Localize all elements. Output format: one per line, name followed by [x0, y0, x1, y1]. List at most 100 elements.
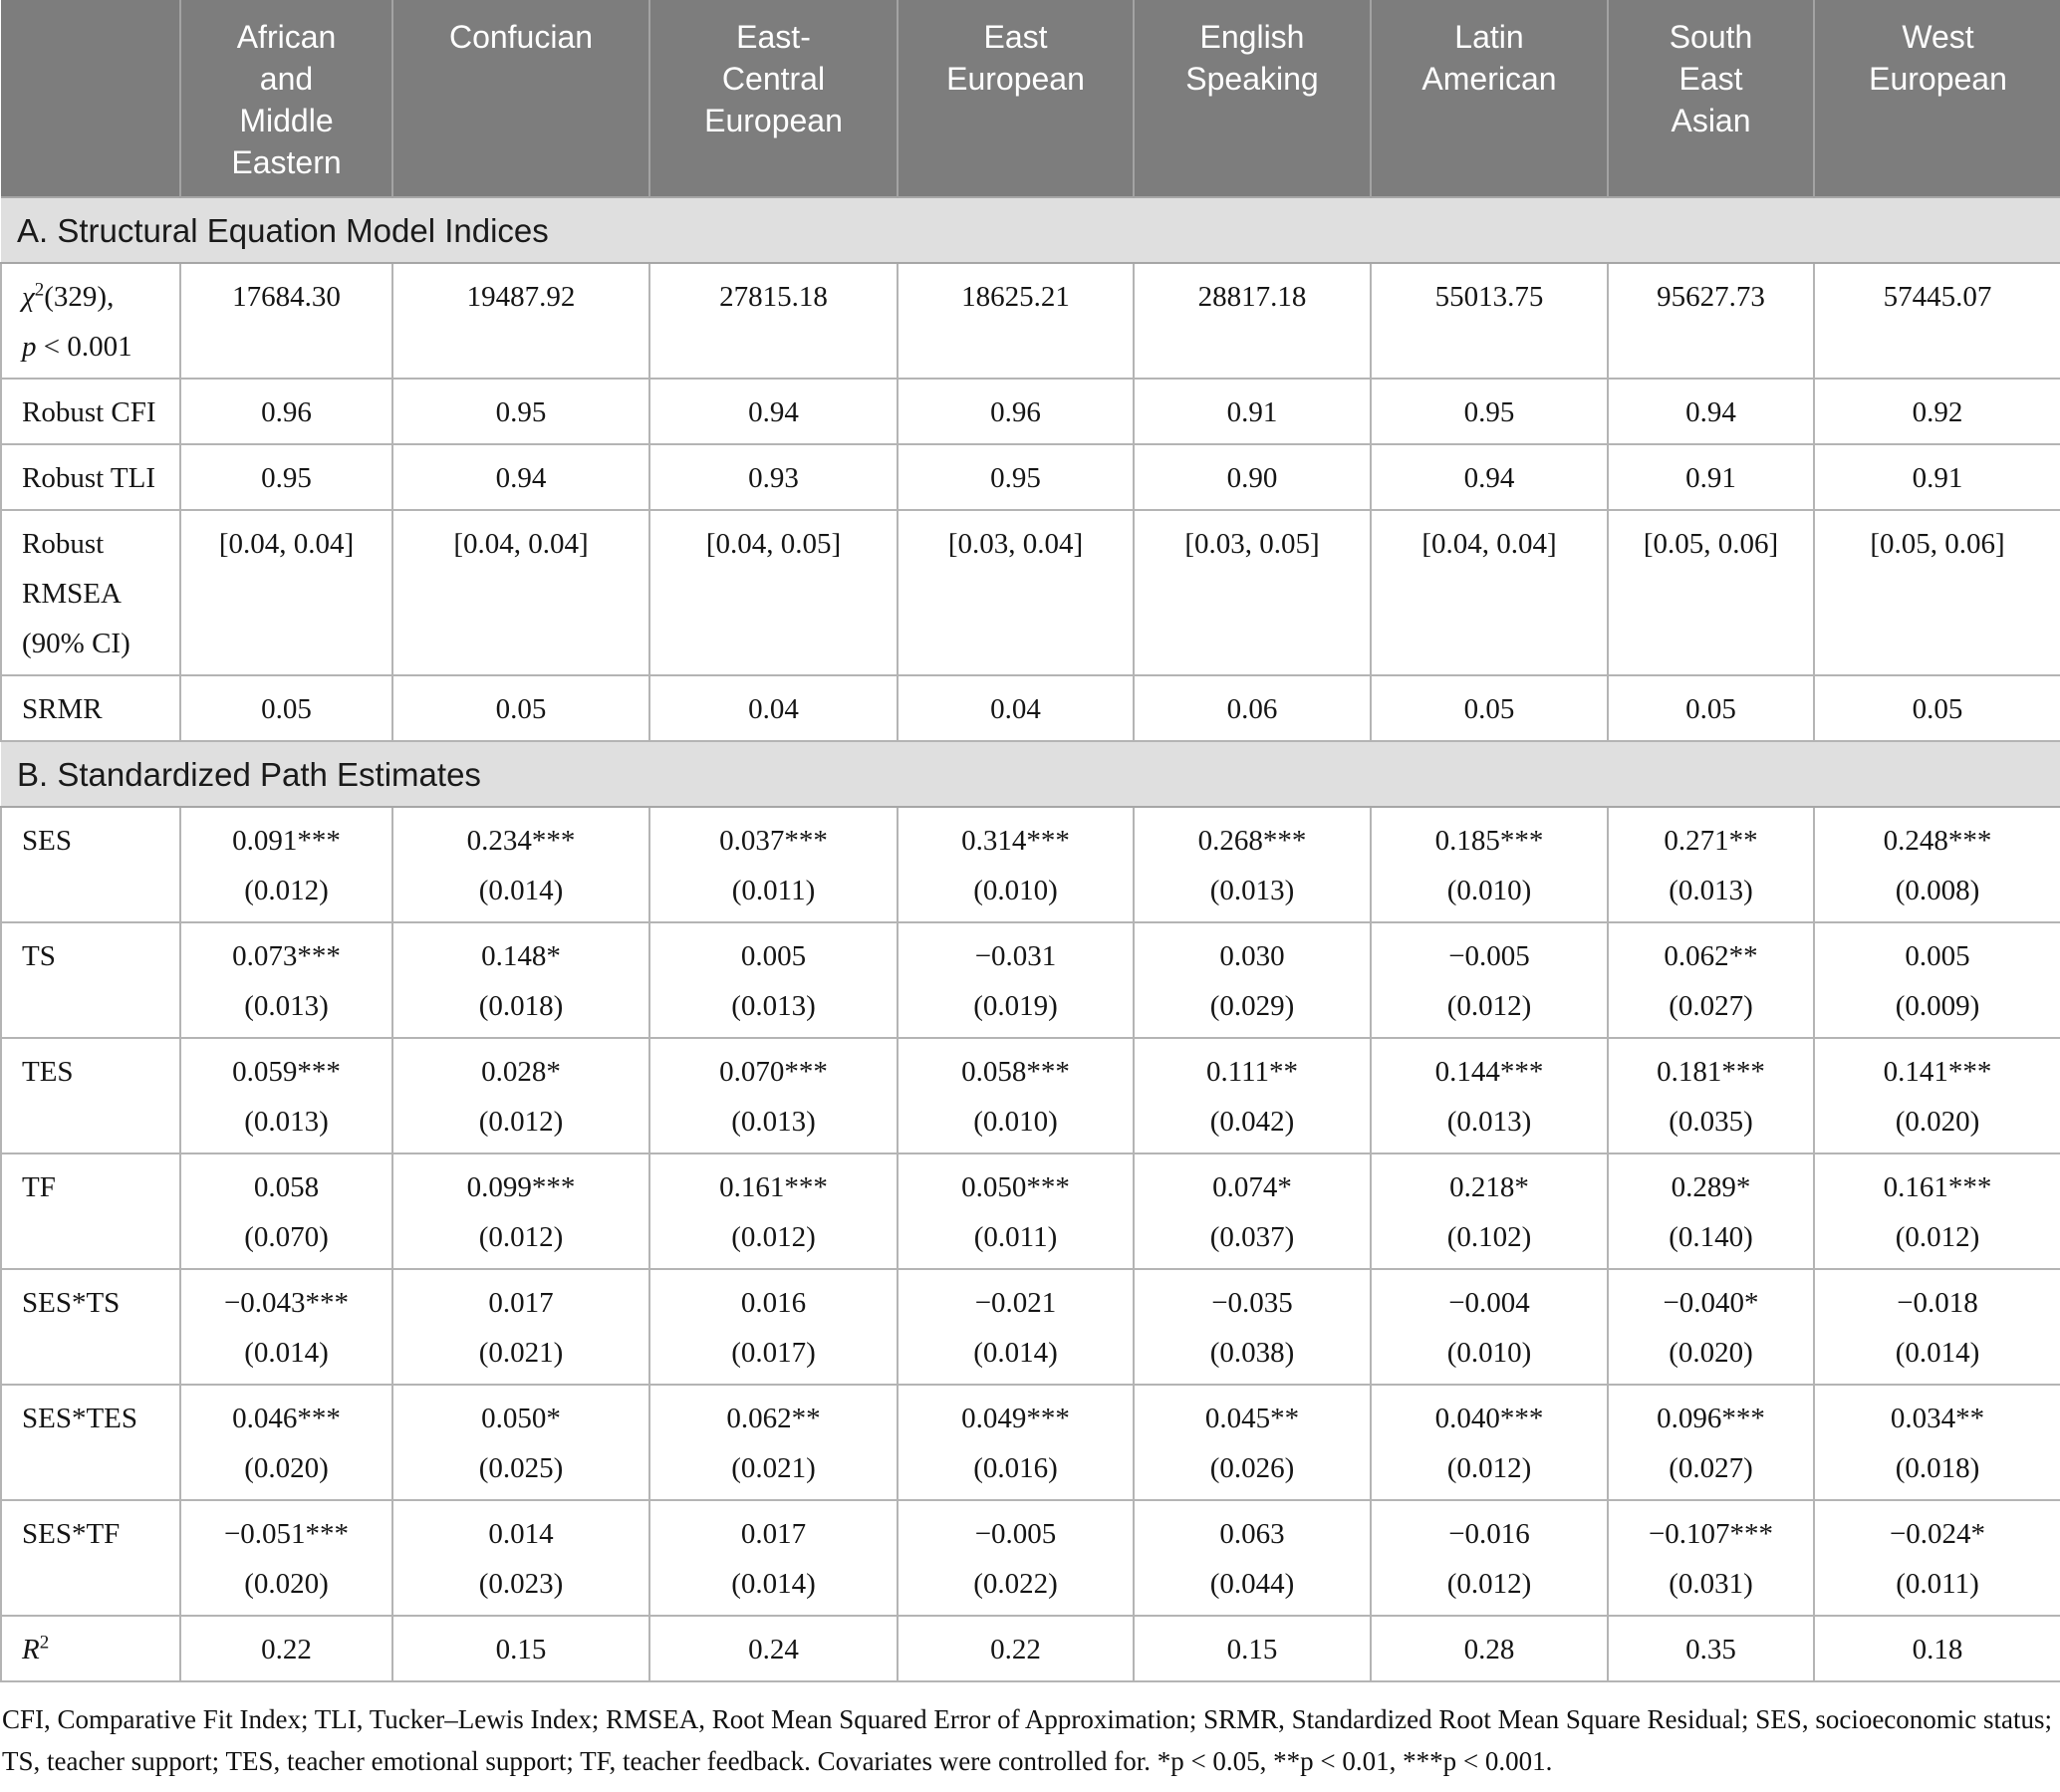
- standard-error: (0.020): [1895, 1106, 1980, 1138]
- data-cell: 19487.92: [391, 262, 650, 380]
- data-cell: 0.05: [391, 674, 650, 742]
- estimate-value: 0.005: [1905, 940, 1970, 972]
- data-cell: 0.148* (0.018): [391, 921, 650, 1039]
- estimate-value: −0.031: [974, 940, 1057, 972]
- standard-error: (0.013): [1209, 875, 1295, 906]
- estimate-value: 0.049***: [961, 1403, 1070, 1434]
- standard-error: (0.031): [1669, 1568, 1753, 1600]
- data-cell: 0.24: [648, 1615, 899, 1682]
- standard-error: (0.140): [1669, 1221, 1753, 1253]
- table-footnote: CFI, Comparative Fit Index; TLI, Tucker–…: [2, 1704, 2053, 1776]
- estimate-value: 0.017: [740, 1518, 807, 1550]
- data-cell: 0.063 (0.044): [1133, 1499, 1372, 1617]
- column-header-east-european: East European: [897, 0, 1134, 197]
- data-cell: [0.04, 0.04]: [1370, 509, 1609, 676]
- estimate-value: −0.040*: [1663, 1287, 1759, 1319]
- standard-error: (0.013): [1446, 1106, 1532, 1138]
- estimate-value: [0.05, 0.06]: [1870, 528, 2005, 560]
- standard-error: (0.102): [1446, 1221, 1532, 1253]
- data-cell: −0.005 (0.022): [897, 1499, 1135, 1617]
- data-cell: 0.049*** (0.016): [897, 1384, 1135, 1501]
- estimate-value: 0.046***: [232, 1403, 341, 1434]
- data-cell: 0.15: [391, 1615, 650, 1682]
- data-cell: 0.017 (0.014): [648, 1499, 899, 1617]
- section-row: A. Structural Equation Model Indices: [1, 196, 2060, 264]
- label-segment: 2: [39, 1632, 50, 1654]
- data-cell: 0.05: [1813, 674, 2060, 742]
- row-label-line: SES*TS: [22, 1278, 173, 1328]
- column-header-line: South: [1669, 19, 1753, 55]
- label-segment: (329),: [44, 281, 115, 313]
- estimate-value: 0.22: [990, 1634, 1041, 1665]
- estimate-value: 0.05: [495, 693, 547, 725]
- estimate-value: 0.91: [1685, 462, 1736, 494]
- data-cell: −0.035 (0.038): [1133, 1268, 1372, 1386]
- estimate-value: [0.04, 0.04]: [1421, 528, 1557, 560]
- estimate-value: 0.289*: [1671, 1171, 1751, 1203]
- data-cell: [0.03, 0.05]: [1133, 509, 1372, 676]
- data-cell: 0.096*** (0.027): [1607, 1384, 1815, 1501]
- standard-error: (0.020): [244, 1568, 329, 1600]
- data-cell: 0.074* (0.037): [1133, 1152, 1372, 1270]
- label-segment: 2: [34, 279, 45, 301]
- data-cell: 0.95: [179, 443, 393, 511]
- estimate-value: 0.18: [1912, 1634, 1963, 1665]
- label-segment: RMSEA: [22, 578, 122, 610]
- data-cell: 0.96: [179, 378, 393, 445]
- estimate-value: −0.107***: [1648, 1518, 1774, 1550]
- standard-error: (0.010): [973, 875, 1058, 906]
- standard-error: (0.020): [244, 1452, 329, 1484]
- estimate-value: 57445.07: [1883, 281, 1992, 313]
- standard-error: (0.012): [1446, 1452, 1532, 1484]
- estimate-value: −0.018: [1897, 1287, 1978, 1319]
- standard-error: (0.019): [973, 990, 1058, 1022]
- estimate-value: 0.034**: [1890, 1403, 1985, 1434]
- estimate-value: 0.030: [1219, 940, 1285, 972]
- estimate-value: 0.94: [748, 396, 799, 428]
- row-label-tf: TF: [0, 1152, 181, 1270]
- estimate-value: 27815.18: [719, 281, 828, 313]
- data-cell: 0.017 (0.021): [391, 1268, 650, 1386]
- data-cell: −0.004 (0.010): [1370, 1268, 1609, 1386]
- estimate-value: [0.04, 0.04]: [453, 528, 589, 560]
- data-cell: −0.016 (0.012): [1370, 1499, 1609, 1617]
- estimate-value: 0.04: [748, 693, 799, 725]
- estimate-value: 0.248***: [1883, 825, 1992, 857]
- data-cell: 0.248*** (0.008): [1813, 806, 2060, 923]
- data-cell: 0.070*** (0.013): [648, 1037, 899, 1154]
- data-cell: [0.04, 0.04]: [391, 509, 650, 676]
- estimate-value: 19487.92: [466, 281, 576, 313]
- data-cell: 0.95: [391, 378, 650, 445]
- estimate-value: 0.05: [1912, 693, 1963, 725]
- estimate-value: 0.058: [253, 1171, 320, 1203]
- data-cell: 0.96: [897, 378, 1135, 445]
- column-header-line: European: [704, 103, 843, 138]
- row-label-ts: TS: [0, 921, 181, 1039]
- data-cell: 0.91: [1813, 443, 2060, 511]
- estimate-value: 55013.75: [1434, 281, 1544, 313]
- estimate-value: 0.35: [1685, 1634, 1736, 1665]
- table-row: SES*TF −0.051*** (0.020) 0.014 (0.023) 0.017 (…: [0, 1499, 2060, 1617]
- label-segment: SRMR: [22, 693, 103, 725]
- data-cell: 0.90: [1133, 443, 1372, 511]
- table-row: Robust RMSEA (90% CI) [0.04, 0.04] [0.04, 0.…: [0, 509, 2060, 676]
- data-cell: [0.04, 0.05]: [648, 509, 899, 676]
- data-cell: [0.05, 0.06]: [1813, 509, 2060, 676]
- column-header-latin-american: Latin American: [1370, 0, 1608, 197]
- estimate-value: [0.04, 0.05]: [705, 528, 842, 560]
- table-row: SES*TS −0.043*** (0.014) 0.017 (0.021) 0.016 (…: [0, 1268, 2060, 1386]
- estimate-value: 0.028*: [481, 1056, 561, 1088]
- row-label-line: SES*TF: [22, 1509, 173, 1559]
- estimate-value: 0.92: [1912, 396, 1963, 428]
- row-label-chi-square: χ2(329), p < 0.001: [0, 262, 181, 380]
- standard-error: (0.011): [1896, 1568, 1979, 1600]
- estimate-value: 0.28: [1463, 1634, 1515, 1665]
- estimate-value: 0.15: [495, 1634, 547, 1665]
- standard-error: (0.070): [244, 1221, 329, 1253]
- estimate-value: 0.271**: [1664, 825, 1758, 857]
- column-header-line: Latin: [1454, 19, 1524, 55]
- data-cell: 0.314*** (0.010): [897, 806, 1135, 923]
- estimate-value: 0.050***: [961, 1171, 1070, 1203]
- data-cell: 0.161*** (0.012): [1813, 1152, 2060, 1270]
- column-header-line: Middle: [239, 103, 334, 138]
